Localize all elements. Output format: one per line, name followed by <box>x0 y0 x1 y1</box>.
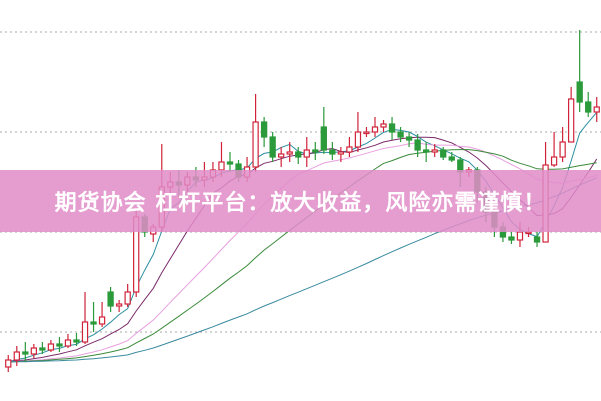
candle-body <box>47 343 55 351</box>
candle-body <box>107 291 114 307</box>
candle-body <box>354 131 362 148</box>
candle-body <box>337 151 345 155</box>
candle-body <box>363 131 370 135</box>
candle-body <box>397 131 404 138</box>
candle-body <box>567 98 575 143</box>
candle-body <box>115 303 123 307</box>
candle-body <box>576 81 583 103</box>
candle-body <box>405 136 413 141</box>
candle-body <box>30 347 38 355</box>
candle-body <box>388 123 396 133</box>
candle-body <box>329 149 336 155</box>
candle-body <box>90 321 97 325</box>
candle-body <box>98 316 106 325</box>
candle-body <box>218 161 225 171</box>
candle-body <box>269 136 276 158</box>
candle-body <box>585 101 592 113</box>
candle-body <box>516 231 524 241</box>
candle-body <box>295 151 302 158</box>
candle-body <box>81 321 89 343</box>
candle-body <box>260 121 268 138</box>
banner-text: 期货协会 杠杆平台：放大收益，风险亦需谨慎！ <box>54 191 547 216</box>
candle-body <box>448 156 455 161</box>
candle-body <box>303 149 310 158</box>
candle-body <box>423 149 430 153</box>
candle-body <box>5 359 12 368</box>
candle-body <box>533 236 541 243</box>
candle-body <box>13 351 20 361</box>
candle-body <box>286 151 293 155</box>
candle-body <box>525 231 532 235</box>
candle-body <box>320 126 327 151</box>
candle-body <box>73 339 80 343</box>
candle-body <box>312 149 319 153</box>
candle-body <box>64 339 72 347</box>
candle-body <box>593 106 600 113</box>
candle-body <box>371 126 379 133</box>
candle-body <box>226 161 234 165</box>
candle-body <box>431 149 438 153</box>
candle-body <box>346 146 353 153</box>
candle-body <box>56 343 63 347</box>
candle-body <box>559 141 566 158</box>
candle-body <box>252 121 259 168</box>
candle-body <box>22 351 29 355</box>
candle-body <box>508 236 515 241</box>
candle-body <box>550 156 558 166</box>
candle-body <box>414 139 421 151</box>
banner: 期货协会 杠杆平台：放大收益，风险亦需谨慎！ <box>0 170 601 232</box>
candle-body <box>440 149 447 158</box>
candle-body <box>380 123 387 128</box>
candle-body <box>278 153 285 158</box>
candle-body <box>39 347 46 351</box>
candle-body <box>124 291 131 305</box>
